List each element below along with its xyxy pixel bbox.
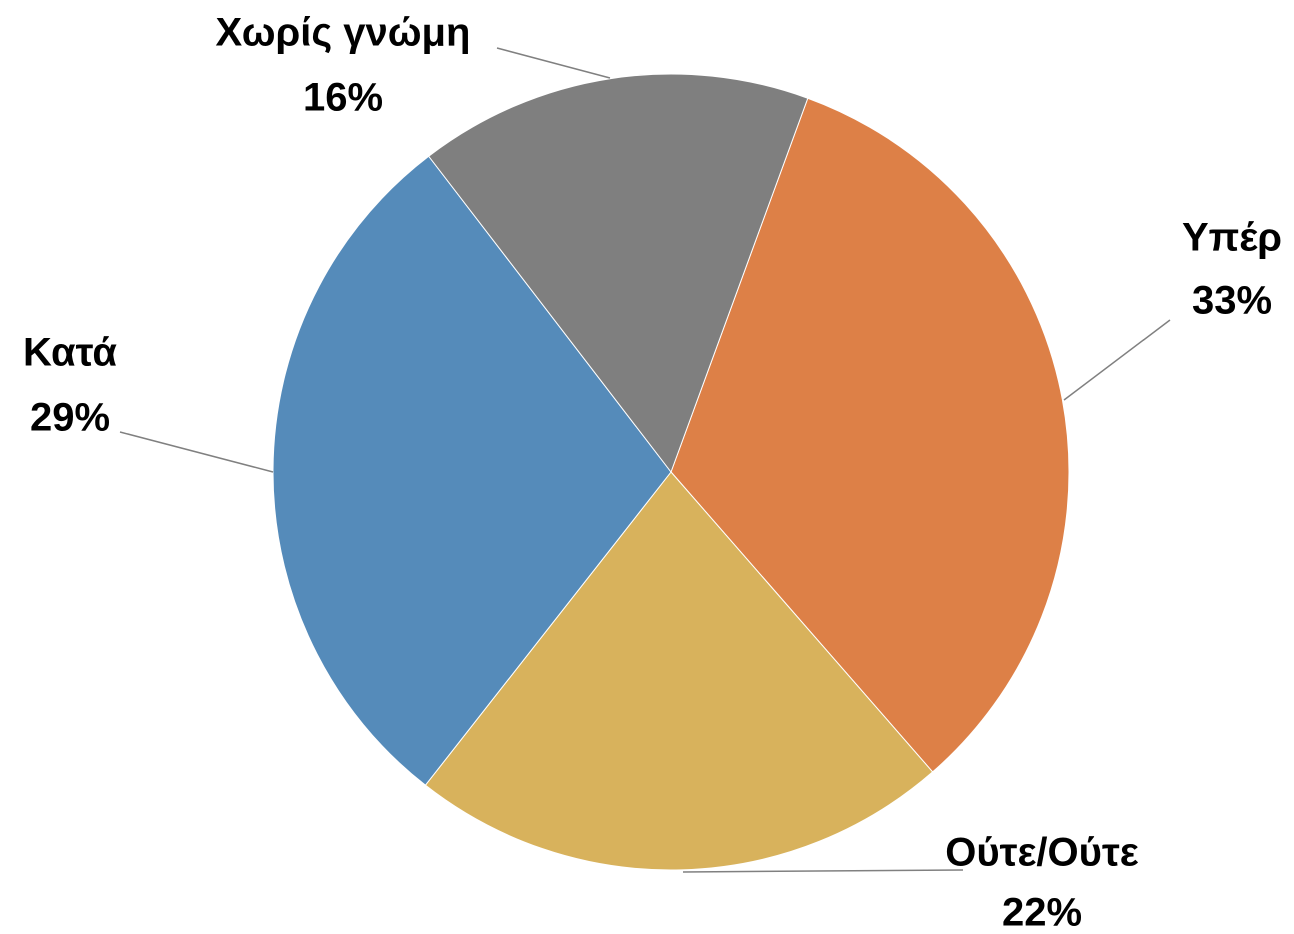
pie-slice <box>428 73 809 474</box>
value-label: 16% <box>303 76 383 120</box>
pie-slice <box>670 97 1070 773</box>
leader-line <box>119 431 274 473</box>
value-label: 33% <box>1192 279 1272 323</box>
value-label: 22% <box>1002 891 1082 934</box>
pie-slice <box>424 471 934 871</box>
category-label: Χωρίς γνώμη <box>216 11 471 55</box>
leader-line <box>1063 319 1171 401</box>
leader-line <box>682 869 964 873</box>
category-label: Ούτε/Ούτε <box>945 831 1139 875</box>
category-label: Κατά <box>23 331 117 375</box>
value-label: 29% <box>30 396 110 440</box>
category-label: Υπέρ <box>1182 216 1282 260</box>
pie-slice <box>272 155 672 786</box>
leader-line <box>496 47 611 79</box>
